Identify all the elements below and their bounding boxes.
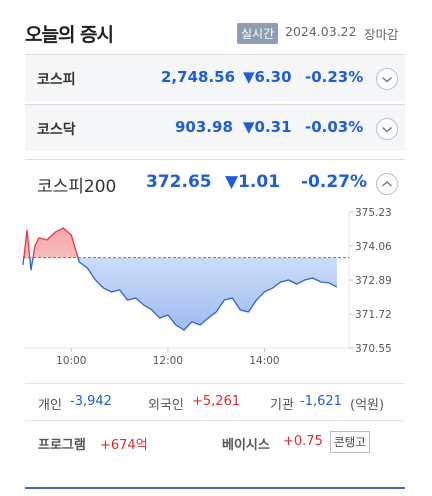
bottom-rule (25, 487, 405, 489)
line-up (23, 227, 79, 258)
index-percent: -0.23% (305, 68, 364, 86)
x-tick-label: 14:00 (249, 355, 279, 367)
basis-value: +0.75 (283, 434, 323, 449)
index-change: ▼6.30 (243, 68, 292, 86)
realtime-badge: 실시간 (237, 23, 279, 44)
investor-value: -3,942 (70, 394, 112, 409)
investor-value: +5,261 (192, 394, 241, 409)
index-change: ▼0.31 (243, 118, 292, 136)
index-percent: -0.27% (301, 172, 368, 192)
basis-badge: 콘탱고 (330, 431, 370, 453)
index-percent: -0.03% (305, 118, 364, 136)
basis-label: 베이시스 (222, 438, 270, 453)
intraday-chart: 375.23 374.06 372.89 371.72 370.55 10:00 12:00… (22, 207, 392, 367)
index-value: 2,748.56 (161, 68, 236, 86)
y-tick-label: 375.23 (355, 207, 392, 219)
investor-name: 외국인 (148, 398, 184, 413)
x-tick-label: 12:00 (153, 355, 183, 367)
y-tick-label: 374.06 (355, 241, 392, 253)
y-tick-label: 371.72 (355, 309, 392, 321)
date: 2024.03.22 (285, 24, 357, 39)
area-up (23, 228, 337, 258)
index-name: 코스피200 (37, 177, 117, 197)
investor-name: 기관 (270, 398, 294, 413)
divider (25, 383, 405, 384)
x-tick-label: 10:00 (56, 355, 86, 367)
divider (25, 420, 405, 421)
program-label: 프로그램 (38, 438, 86, 453)
y-tick-label: 372.89 (355, 275, 392, 287)
area-down (23, 257, 337, 330)
index-name: 코스피 (37, 72, 76, 88)
index-change: ▼1.01 (225, 172, 281, 192)
market-status: 장마감 (364, 27, 399, 42)
investor-name: 개인 (38, 398, 62, 413)
index-row[interactable]: 코스닥 903.98 ▼0.31 -0.03% (25, 104, 405, 151)
unit: (억원) (350, 398, 385, 413)
widget-title: 오늘의 증시 (25, 24, 114, 46)
expand-button[interactable] (375, 117, 399, 141)
y-tick-label: 370.55 (355, 343, 392, 355)
investor-value: -1,621 (300, 394, 342, 409)
index-row[interactable]: 코스피 2,748.56 ▼6.30 -0.23% (25, 54, 405, 101)
index-value: 903.98 (175, 118, 233, 136)
collapse-button[interactable] (375, 172, 399, 196)
index-row[interactable]: 코스피200 372.65 ▼1.01 -0.27% (25, 159, 405, 206)
expand-button[interactable] (375, 67, 399, 91)
line-down (22, 257, 338, 331)
index-name: 코스닥 (37, 122, 76, 138)
index-value: 372.65 (146, 172, 212, 192)
program-value: +674억 (100, 438, 148, 453)
